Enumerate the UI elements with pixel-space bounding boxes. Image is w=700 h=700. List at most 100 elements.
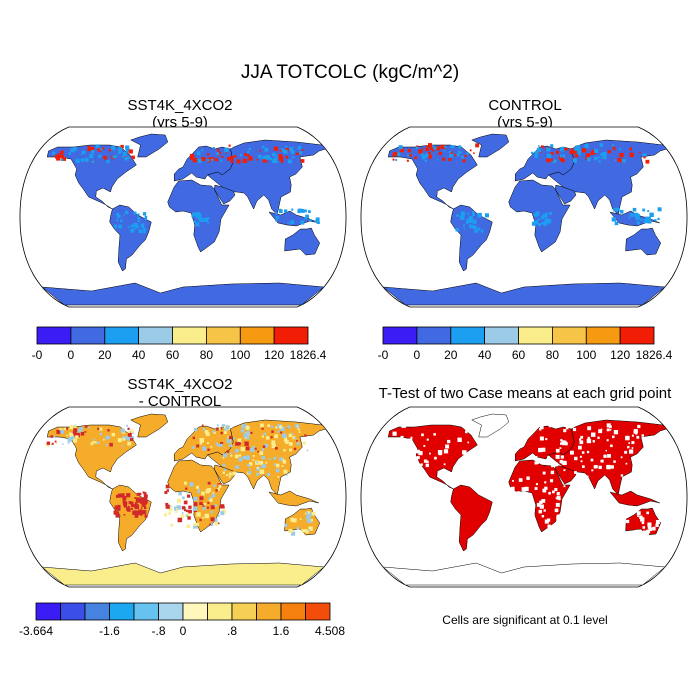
map-difference-speckle: [63, 427, 67, 431]
map-control-speckle: [466, 152, 469, 155]
map-ttest-speckle: [526, 476, 530, 480]
map-ttest-speckle: [560, 462, 563, 464]
map-difference-speckle: [71, 431, 77, 437]
colorbar-top-left-label: 20: [98, 348, 112, 362]
map-difference-speckle: [144, 494, 148, 498]
colorbar-difference-label: -.8: [151, 624, 166, 638]
map-ttest-speckle: [559, 447, 562, 449]
map-sst4k-speckle: [133, 222, 138, 228]
map-control-speckle: [634, 212, 639, 217]
map-control-speckle: [472, 219, 477, 224]
map-ttest-speckle: [624, 450, 628, 454]
map-sst4k-speckle: [133, 228, 136, 231]
map-difference-speckle: [229, 444, 233, 448]
map-difference-speckle: [216, 424, 219, 427]
map-ttest-speckle: [539, 425, 544, 430]
colorbar-difference-swatch: [60, 602, 86, 621]
colorbar-top-right-swatch: [552, 326, 587, 345]
map-difference-speckle: [126, 424, 129, 427]
map-control-speckle: [468, 218, 472, 221]
map-control-speckle: [480, 229, 484, 233]
map-difference-speckle: [84, 425, 88, 428]
map-sst4k-speckle: [314, 220, 317, 223]
map-difference-speckle: [211, 493, 216, 498]
map-sst4k-speckle: [283, 149, 288, 154]
map-sst4k-speckle: [75, 158, 80, 163]
map-difference-speckle: [293, 447, 297, 451]
map-sst4k-speckle: [300, 220, 305, 225]
map-difference: [19, 406, 347, 588]
colorbar-top-right-label: 40: [477, 348, 492, 362]
map-difference-speckle: [124, 501, 128, 505]
map-ttest-speckle: [603, 454, 607, 458]
map-difference-speckle: [275, 468, 280, 473]
map-difference-speckle: [67, 437, 73, 442]
map-ttest-speckle: [541, 499, 546, 503]
map-difference-speckle: [201, 424, 204, 427]
map-difference-speckle: [197, 490, 201, 493]
colorbar-difference-label: 1.6: [272, 624, 290, 638]
map-ttest-speckle: [389, 457, 392, 460]
colorbar-top-left-swatch: [70, 326, 106, 345]
map-ttest-speckle: [572, 427, 577, 432]
map-difference-speckle: [105, 436, 109, 440]
map-sst4k-speckle: [242, 158, 248, 163]
map-ttest-speckle: [518, 478, 523, 482]
map-sst4k-speckle: [120, 144, 124, 149]
map-difference-speckle: [248, 462, 253, 466]
map-control-greenland: [471, 133, 510, 158]
map-control-speckle: [541, 221, 545, 225]
map-difference-speckle: [121, 445, 124, 447]
map-control-speckle: [614, 159, 617, 162]
map-difference-speckle: [212, 491, 215, 494]
map-difference-speckle: [122, 496, 127, 500]
map-difference-speckle: [68, 432, 73, 437]
map-sst4k-speckle: [207, 159, 210, 162]
map-ttest-speckle: [534, 461, 538, 465]
map-control-speckle: [614, 148, 616, 151]
map-control-speckle: [552, 159, 556, 163]
map-difference-speckle: [289, 448, 293, 452]
map-difference-speckle: [286, 474, 288, 476]
map-control-speckle: [607, 150, 611, 154]
map-difference-speckle: [261, 427, 264, 430]
map-control-speckle: [559, 154, 563, 158]
map-sst4k-speckle: [275, 215, 279, 220]
map-difference-speckle: [277, 430, 280, 433]
map-control-speckle: [463, 224, 465, 227]
map-sst4k-speckle: [248, 156, 253, 161]
map-difference-speckle: [256, 472, 260, 476]
map-ttest-speckle: [590, 458, 594, 462]
map-ttest-speckle: [418, 451, 423, 456]
map-control-speckle: [565, 148, 568, 151]
map-ttest-speckle: [429, 452, 431, 455]
map-control-speckle: [425, 147, 430, 152]
map-difference-speckle: [220, 511, 225, 516]
map-sst4k-speckle: [197, 158, 202, 163]
map-difference-speckle: [177, 498, 182, 503]
map-sst4k-speckle: [144, 217, 147, 220]
map-control-speckle: [427, 154, 429, 156]
map-sst4k-speckle: [111, 145, 116, 151]
map-difference-speckle: [220, 427, 223, 430]
map-difference-speckle: [69, 425, 74, 430]
map-ttest-speckle: [648, 463, 653, 467]
map-ttest-speckle: [642, 526, 646, 529]
map-sst4k-speckle: [229, 155, 234, 160]
colorbar-top-left: [36, 326, 309, 345]
map-control-speckle: [432, 149, 435, 152]
map-control-speckle: [639, 151, 641, 154]
map-sst4k-speckle: [191, 215, 194, 218]
map-ttest-speckle: [631, 447, 634, 449]
map-difference-speckle: [92, 441, 95, 444]
map-difference-land: [41, 413, 327, 586]
map-ttest-speckle: [465, 430, 468, 434]
map-difference-speckle: [139, 493, 142, 496]
map-ttest-speckle: [555, 454, 560, 459]
map-sst4k-speckle: [197, 218, 200, 221]
map-difference-speckle: [275, 463, 280, 468]
map-difference-speckle: [263, 432, 267, 436]
map-difference-speckle: [210, 517, 215, 522]
map-control-speckle: [547, 219, 552, 223]
